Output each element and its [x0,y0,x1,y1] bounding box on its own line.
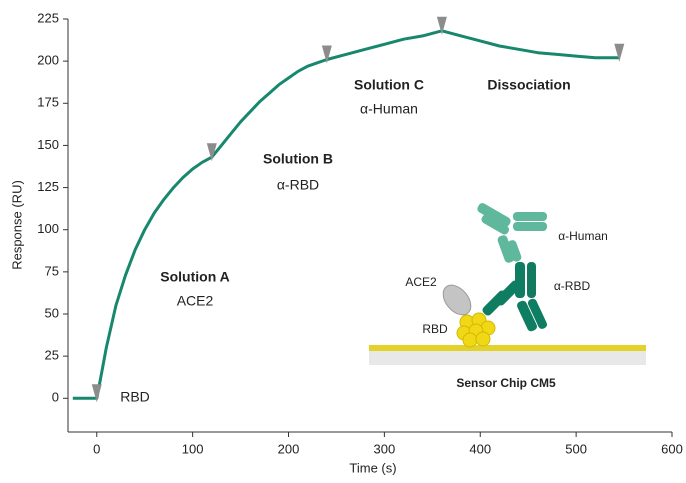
injection-marker [436,16,447,35]
annotation: Solution B [263,151,333,167]
y-tick-label: 175 [37,95,59,110]
diagram-label: Sensor Chip CM5 [456,376,556,390]
y-tick-label: 125 [37,179,59,194]
x-axis-label: Time (s) [349,460,396,475]
y-tick-label: 150 [37,137,59,152]
x-tick-label: 0 [93,441,100,456]
annotation: RBD [120,389,150,405]
y-axis-label: Response (RU) [9,180,24,270]
annotation: α-Human [360,101,418,117]
rbd-shape [456,312,496,348]
x-tick-label: 400 [469,441,491,456]
annotation: Dissociation [487,77,570,93]
annotation: Solution A [160,269,229,285]
x-tick-label: 500 [565,441,587,456]
diagram-label: RBD [422,322,448,336]
ace2-shape [442,284,472,316]
diagram-label: α-Human [558,229,608,243]
diagram: ACE2 RBD α-Human α-RBD Sensor Chip CM5 [369,203,646,390]
diagram-label: α-RBD [554,279,591,293]
x-tick-label: 100 [182,441,204,456]
y-tick-label: 25 [45,348,59,363]
annotation: α-RBD [277,177,319,193]
injection-marker [321,45,332,64]
alpha-rbd-shape [482,262,547,332]
line [72,29,620,400]
injection-marker [91,384,102,403]
chip-surface [369,345,646,351]
x-tick-label: 300 [374,441,396,456]
alpha-human-shape [477,203,547,263]
y-tick-label: 0 [52,390,59,405]
diagram-label: ACE2 [405,275,437,289]
y-tick-label: 100 [37,221,59,236]
y-tick-label: 50 [45,305,59,320]
chip-base [369,351,646,365]
annotation: ACE2 [177,293,214,309]
injection-marker [206,143,217,162]
y-tick-label: 200 [37,53,59,68]
x-tick-label: 200 [278,441,300,456]
y-tick-label: 75 [45,263,59,278]
annotations: RBD Solution A ACE2 Solution B α-RBD Sol… [120,77,570,405]
injection-marker [614,43,625,62]
x-tick-label: 600 [661,441,683,456]
y-tick-label: 225 [37,10,59,25]
annotation: Solution C [354,77,424,93]
